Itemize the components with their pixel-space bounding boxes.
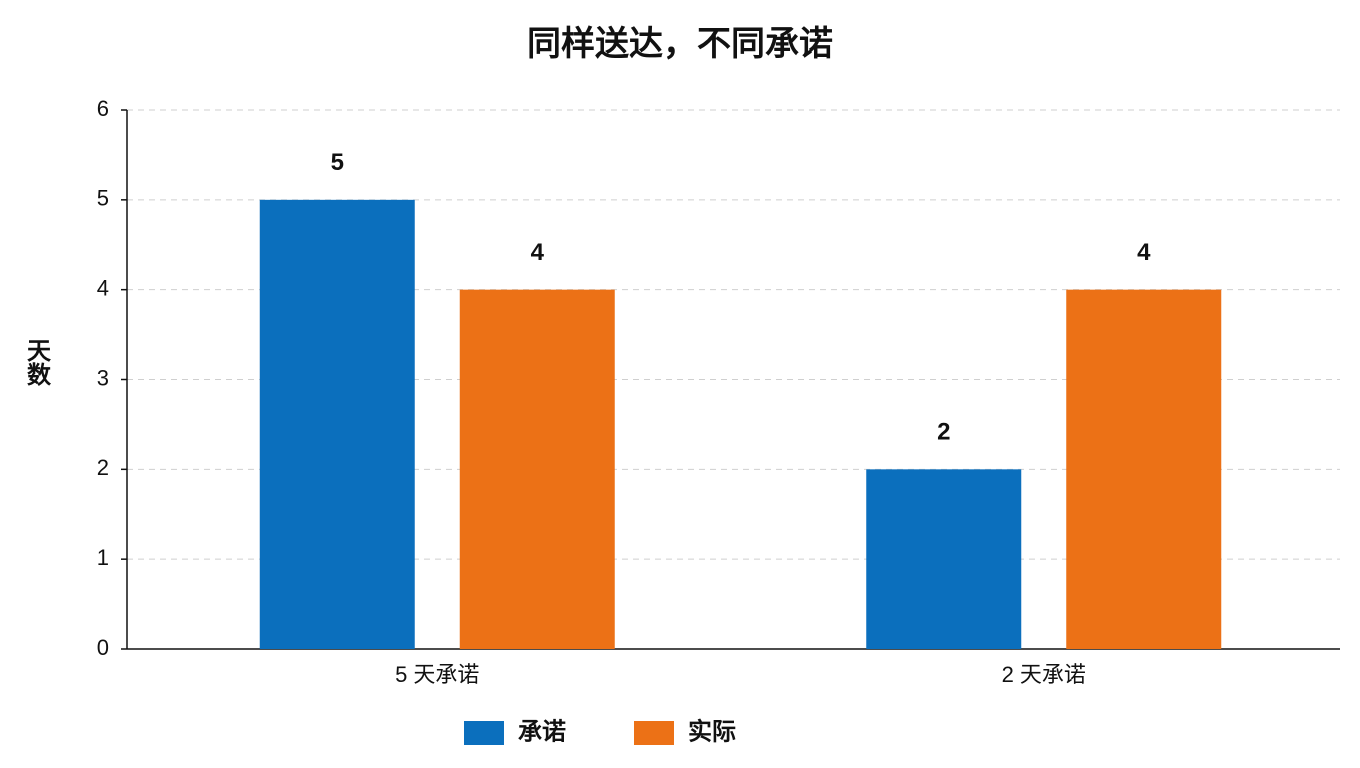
data-label: 4 (531, 239, 545, 266)
data-label: 5 (331, 149, 344, 176)
legend-swatch (634, 721, 674, 745)
y-axis-label: 天数 (23, 338, 51, 387)
y-tick-label: 3 (97, 365, 109, 390)
y-tick-label: 6 (97, 96, 109, 121)
x-tick-label: 5 天承诺 (395, 662, 479, 687)
y-tick-label: 0 (97, 635, 109, 660)
y-tick-label: 2 (97, 455, 109, 480)
bar (459, 289, 615, 649)
data-label: 2 (937, 419, 950, 446)
bar (259, 199, 415, 650)
chart-title: 同样送达，不同承诺 (527, 25, 833, 63)
data-label: 4 (1137, 239, 1151, 266)
bar (1066, 289, 1222, 649)
legend-swatch (464, 721, 504, 745)
bar (866, 469, 1022, 649)
y-tick-label: 4 (97, 275, 109, 300)
legend-label: 实际 (688, 717, 736, 745)
x-tick-label: 2 天承诺 (1002, 662, 1086, 687)
y-tick-label: 5 (97, 186, 109, 211)
legend-label: 承诺 (518, 718, 566, 745)
y-tick-label: 1 (97, 545, 109, 570)
